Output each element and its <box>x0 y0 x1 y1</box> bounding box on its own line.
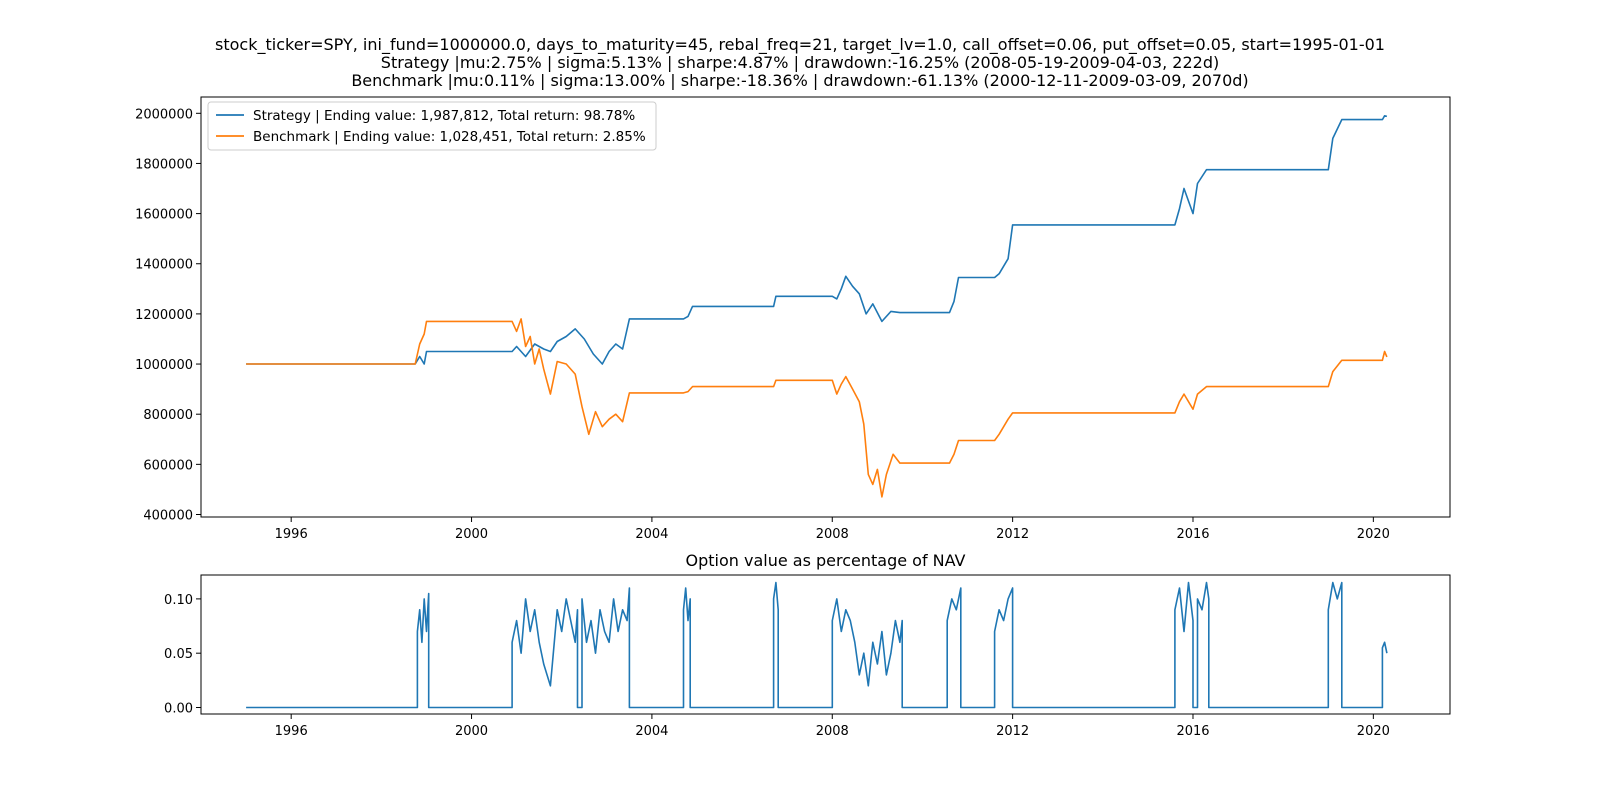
title-line-benchmark-stats: Benchmark |mu:0.11% | sigma:13.00% | sha… <box>351 71 1249 90</box>
y-tick-label: 0.05 <box>164 647 193 662</box>
x-tick-label: 2012 <box>996 527 1029 542</box>
series-line-benchmark <box>246 318 1388 498</box>
x-tick-label: 2020 <box>1357 724 1390 739</box>
y-tick-label: 1600000 <box>135 208 193 223</box>
figure-title: stock_ticker=SPY, ini_fund=1000000.0, da… <box>0 36 1600 90</box>
x-tick-label: 2020 <box>1357 527 1390 542</box>
y-tick-label: 800000 <box>143 408 193 423</box>
x-tick-label: 1996 <box>275 724 308 739</box>
x-tick-label: 2016 <box>1176 724 1209 739</box>
legend-label-benchmark: Benchmark | Ending value: 1,028,451, Tot… <box>253 129 646 145</box>
title-line-params: stock_ticker=SPY, ini_fund=1000000.0, da… <box>215 35 1385 54</box>
x-tick-label: 2000 <box>455 527 488 542</box>
y-tick-label: 0.10 <box>164 593 193 608</box>
title-line-strategy-stats: Strategy |mu:2.75% | sigma:5.13% | sharp… <box>380 53 1220 72</box>
x-tick-label: 2004 <box>635 724 668 739</box>
series-line-strategy <box>246 115 1388 365</box>
subplot-title: Option value as percentage of NAV <box>685 551 965 570</box>
y-tick-label: 0.00 <box>164 701 193 716</box>
x-tick-label: 2004 <box>635 527 668 542</box>
axes-frame <box>200 96 1451 518</box>
legend-box <box>207 101 657 151</box>
y-tick-label: 1000000 <box>135 358 193 373</box>
y-tick-label: 600000 <box>143 458 193 473</box>
x-tick-label: 2008 <box>816 724 849 739</box>
series-line-strategy <box>246 581 1388 709</box>
axes-frame <box>200 574 1451 715</box>
x-tick-label: 2016 <box>1176 527 1209 542</box>
legend-label-strategy: Strategy | Ending value: 1,987,812, Tota… <box>253 108 635 124</box>
x-tick-label: 2012 <box>996 724 1029 739</box>
option-axes: 1996 2000 2004 2008 2012 2016 2020 0.00 0.05 0.10… <box>164 551 1451 739</box>
y-tick-label: 1800000 <box>135 157 193 172</box>
y-tick-label: 400000 <box>143 508 193 523</box>
x-tick-label: 2008 <box>816 527 849 542</box>
x-tick-label: 2000 <box>455 724 488 739</box>
x-tick-label: 1996 <box>275 527 308 542</box>
y-tick-label: 1200000 <box>135 308 193 323</box>
y-tick-label: 2000000 <box>135 107 193 122</box>
y-tick-label: 1400000 <box>135 258 193 273</box>
main-axes: 1996 2000 2004 2008 2012 2016 2020 400000 600000… <box>135 96 1451 542</box>
